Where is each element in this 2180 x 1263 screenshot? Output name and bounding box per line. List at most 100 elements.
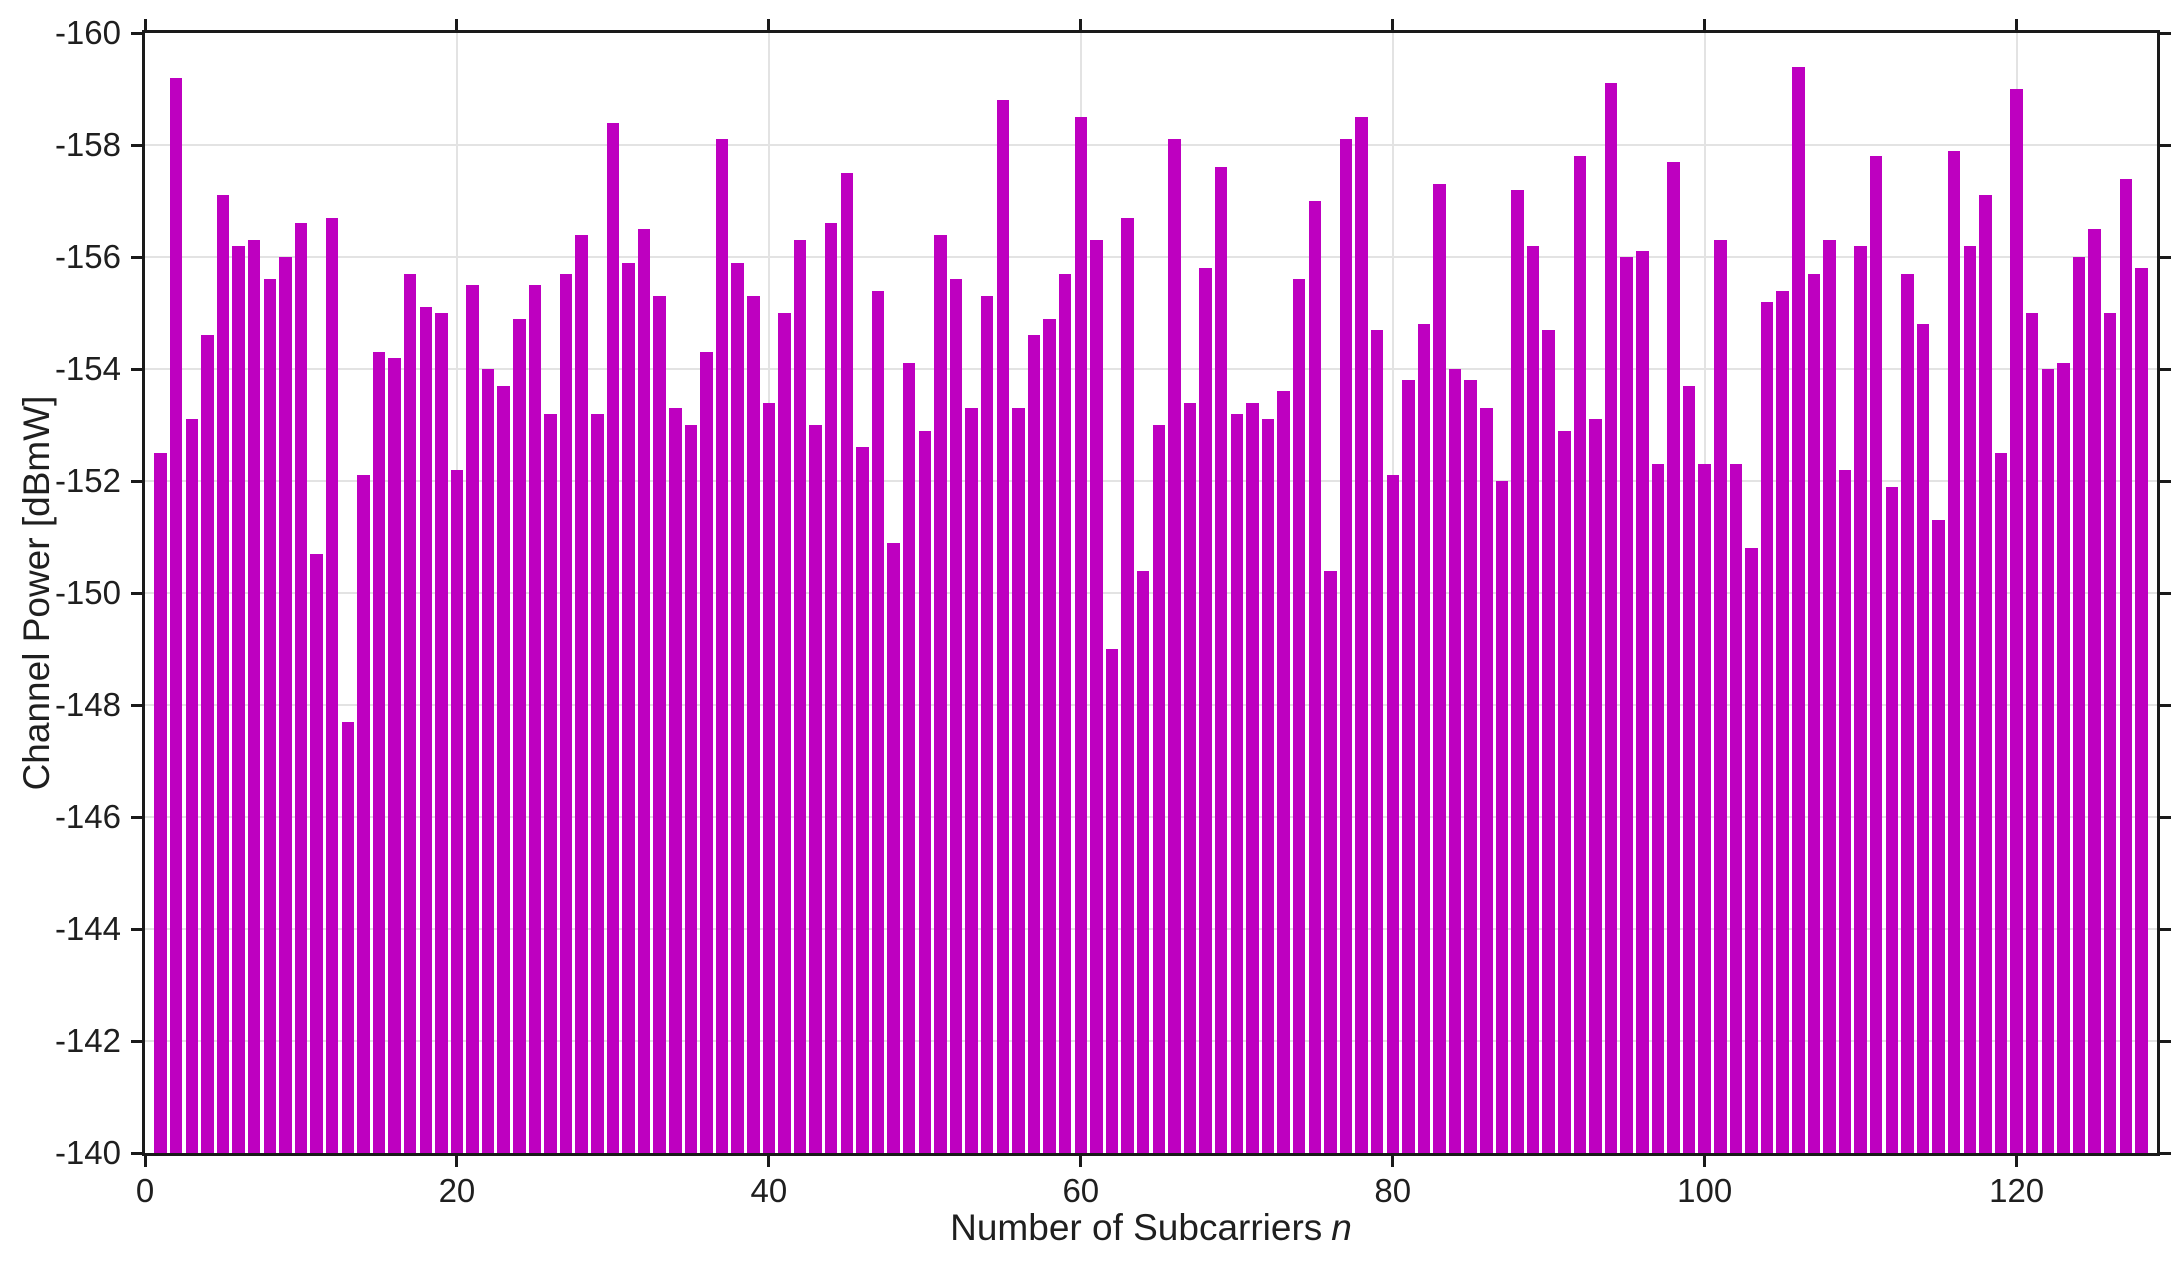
x-tick-bottom (1079, 1156, 1083, 1167)
bar (232, 245, 245, 1153)
bar (2135, 268, 2148, 1153)
x-tick-label: 0 (135, 1172, 155, 1209)
x-tick-top (2015, 19, 2019, 30)
y-tick-left (131, 255, 142, 259)
bar (154, 453, 167, 1153)
bar (279, 257, 292, 1153)
bar (1105, 649, 1119, 1153)
bar (1885, 486, 1899, 1153)
bar (559, 273, 573, 1153)
gridline-horizontal (145, 928, 2157, 930)
x-tick-top (143, 19, 147, 30)
y-tick-label: -156 (54, 238, 121, 275)
y-tick-right (2160, 927, 2171, 931)
bar (513, 318, 526, 1153)
y-tick-label: -146 (54, 798, 121, 835)
bar (419, 307, 432, 1153)
bar (1402, 380, 1415, 1153)
y-tick-left (131, 927, 142, 931)
bar (1027, 335, 1041, 1153)
x-tick-top (455, 19, 459, 30)
bar (1308, 201, 1321, 1153)
y-tick-right (2160, 1039, 2171, 1043)
x-tick-label: 120 (1989, 1172, 2045, 1209)
bar (1558, 430, 1571, 1153)
bar (185, 419, 199, 1153)
bar (1620, 257, 1633, 1153)
y-tick-right (2160, 479, 2171, 483)
gridline-horizontal (145, 480, 2157, 482)
bar (247, 240, 261, 1153)
bar (622, 262, 635, 1153)
bar (1464, 380, 1477, 1153)
bar (918, 430, 932, 1153)
bar (1230, 413, 1243, 1153)
y-tick-left (131, 815, 142, 819)
bar (1324, 570, 1337, 1153)
bar (1417, 324, 1431, 1153)
bar (934, 234, 947, 1153)
y-tick-label: -150 (54, 574, 121, 611)
x-tick-label: 20 (438, 1172, 476, 1209)
bar (1948, 150, 1961, 1153)
bar (2072, 257, 2086, 1153)
bar (1729, 464, 1743, 1153)
x-axis-label: Number of Subcarriers n (950, 1207, 1352, 1249)
bar (1339, 139, 1353, 1153)
y-tick-right (2160, 143, 2171, 147)
bar (653, 296, 666, 1153)
bar (1526, 245, 1540, 1153)
y-tick-label: -148 (54, 686, 121, 723)
x-tick-bottom (1703, 1156, 1707, 1167)
gridline-horizontal (145, 368, 2157, 370)
bar (1823, 240, 1836, 1153)
bar (435, 313, 448, 1153)
bar (325, 217, 339, 1153)
y-tick-right (2160, 815, 2171, 819)
x-tick-label: 60 (1062, 1172, 1100, 1209)
bar (1292, 279, 1306, 1153)
bar (357, 475, 370, 1153)
gridline-horizontal (145, 816, 2157, 818)
bar (1994, 453, 2008, 1153)
x-tick-top (1079, 19, 1083, 30)
bar (2025, 313, 2039, 1153)
y-tick-left (131, 1039, 142, 1043)
bar (528, 285, 542, 1153)
bar (1246, 402, 1259, 1153)
bar (778, 313, 791, 1153)
bar (1963, 245, 1977, 1153)
bar (1012, 408, 1025, 1153)
bar (637, 229, 651, 1153)
gridline-horizontal (145, 256, 2157, 258)
bar (871, 290, 885, 1153)
bar (965, 408, 978, 1153)
x-axis-label-text: Number of Subcarriers (950, 1207, 1323, 1248)
bar (263, 279, 276, 1153)
bar (1480, 408, 1493, 1153)
bar (1604, 83, 1618, 1153)
bar (1916, 324, 1930, 1153)
plot-area (145, 33, 2157, 1153)
bar (1932, 520, 1945, 1153)
bar (1573, 156, 1587, 1153)
bar (1355, 117, 1368, 1153)
y-tick-right (2160, 703, 2171, 707)
bar (684, 425, 698, 1153)
y-tick-label: -154 (54, 350, 121, 387)
bar (1651, 464, 1665, 1153)
bar (575, 234, 588, 1153)
bar (310, 553, 323, 1153)
bar (980, 296, 994, 1153)
bar (1854, 245, 1867, 1153)
bar (497, 385, 510, 1153)
bar (1979, 195, 1992, 1153)
bar (1261, 419, 1275, 1153)
bar (1277, 391, 1290, 1153)
x-tick-bottom (455, 1156, 459, 1167)
bar (1152, 425, 1166, 1153)
bar (715, 139, 729, 1153)
bar (201, 335, 214, 1153)
bar (856, 447, 869, 1153)
bar (1386, 475, 1399, 1153)
